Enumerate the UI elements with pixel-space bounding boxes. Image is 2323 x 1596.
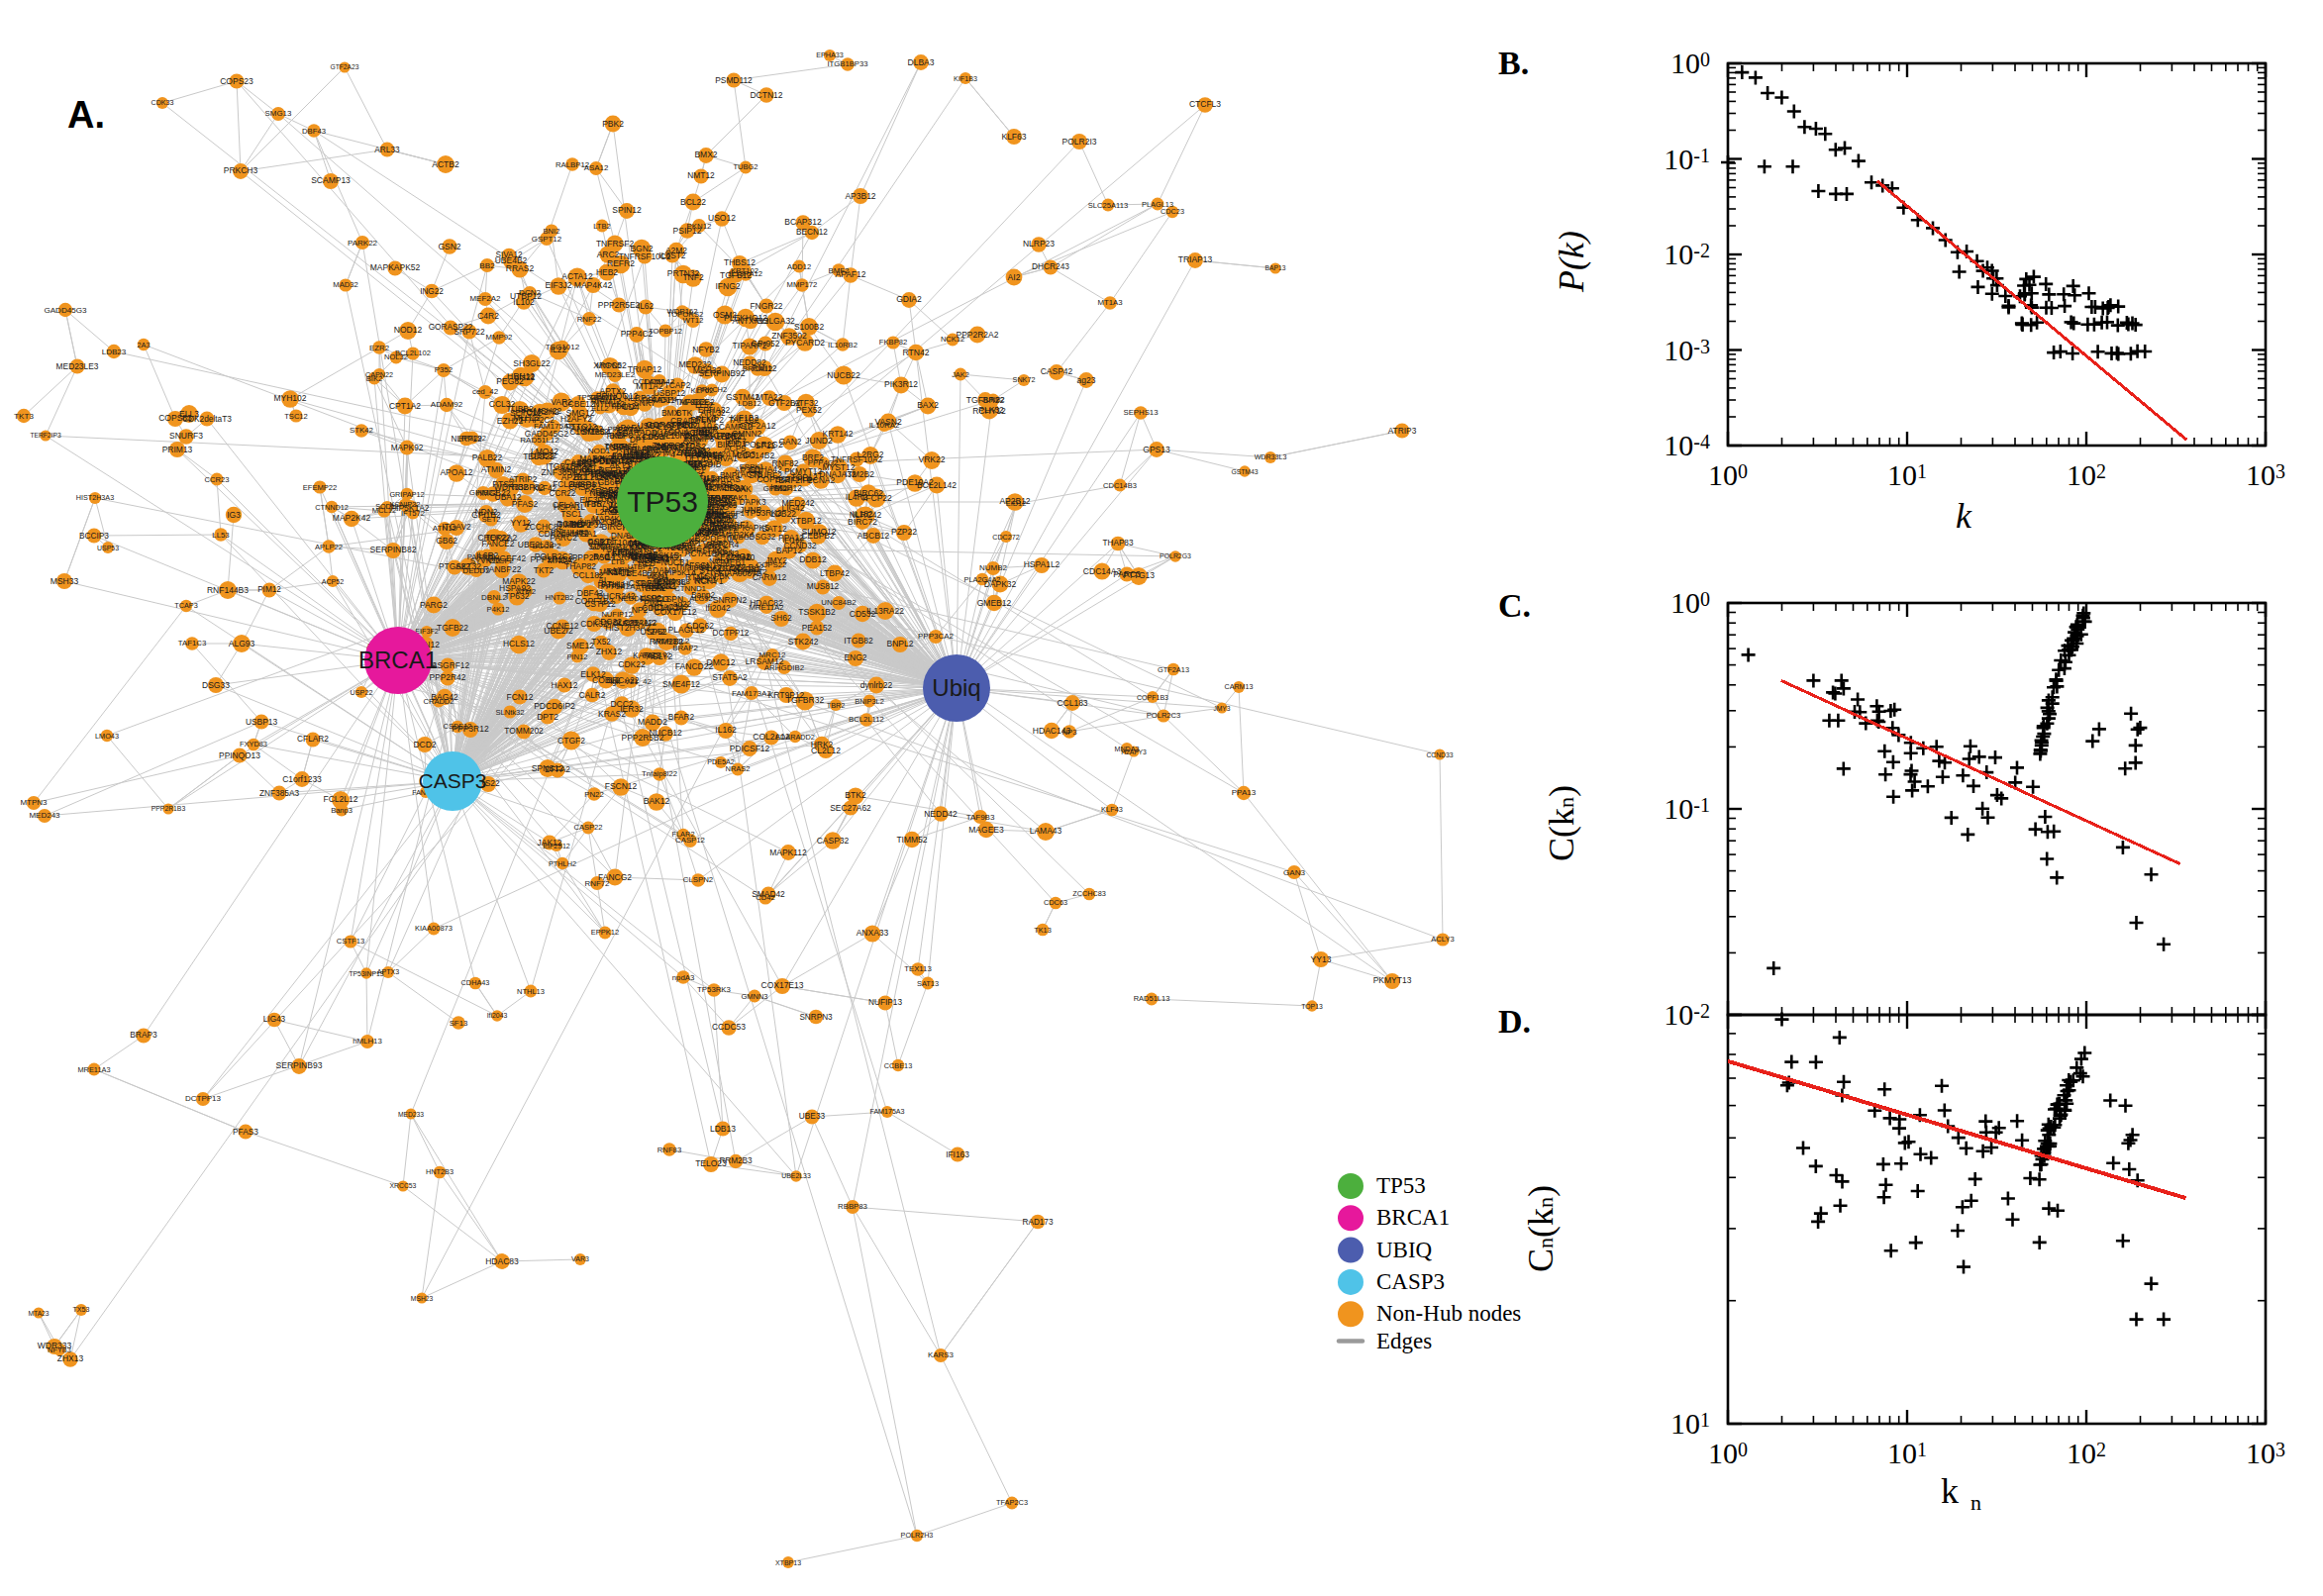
svg-text:10-2: 10-2	[1664, 998, 1710, 1031]
svg-text:100: 100	[1670, 47, 1710, 79]
svg-text:101: 101	[1887, 1437, 1927, 1469]
svg-text:102: 102	[2067, 1437, 2106, 1469]
svg-text:10-4: 10-4	[1664, 429, 1710, 461]
svg-text:101: 101	[1887, 458, 1927, 491]
svg-text:10-1: 10-1	[1664, 792, 1710, 825]
svg-text:10-2: 10-2	[1664, 238, 1710, 270]
svg-text:100: 100	[1708, 1437, 1748, 1469]
svg-text:10-1: 10-1	[1664, 143, 1710, 175]
svg-text:103: 103	[2246, 458, 2285, 491]
svg-text:102: 102	[2067, 458, 2106, 491]
svg-text:101: 101	[1670, 1407, 1710, 1440]
svg-text:100: 100	[1670, 586, 1710, 619]
svg-text:100: 100	[1708, 458, 1748, 491]
svg-text:10-3: 10-3	[1664, 334, 1710, 366]
svg-text:103: 103	[2246, 1437, 2285, 1469]
